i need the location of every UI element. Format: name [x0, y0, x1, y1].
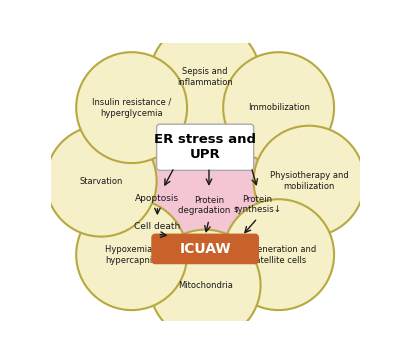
Circle shape — [150, 230, 261, 340]
Text: Hypoxemia /
hypercapnia: Hypoxemia / hypercapnia — [105, 245, 158, 265]
Text: Immobilization: Immobilization — [248, 103, 310, 112]
Text: Cell death: Cell death — [134, 222, 180, 231]
Circle shape — [223, 199, 334, 310]
Text: Starvation: Starvation — [79, 177, 123, 186]
Text: Protein
synthesis↓: Protein synthesis↓ — [233, 195, 282, 214]
FancyBboxPatch shape — [152, 234, 258, 264]
Text: Regeneration and
satellite cells: Regeneration and satellite cells — [241, 245, 316, 265]
Circle shape — [76, 199, 187, 310]
Text: Insulin resistance /
hyperglycemia: Insulin resistance / hyperglycemia — [92, 97, 171, 118]
Circle shape — [254, 126, 365, 236]
Text: Sepsis and
inflammation: Sepsis and inflammation — [177, 67, 233, 87]
Circle shape — [46, 126, 157, 236]
Text: ICUAW: ICUAW — [179, 242, 231, 256]
Circle shape — [128, 104, 282, 258]
Circle shape — [150, 22, 261, 132]
FancyBboxPatch shape — [157, 124, 254, 170]
Text: Mitochondria: Mitochondria — [178, 280, 233, 290]
Circle shape — [223, 52, 334, 163]
Text: Physiotherapy and
mobilization: Physiotherapy and mobilization — [270, 171, 348, 191]
Text: Apoptosis: Apoptosis — [135, 193, 180, 203]
Text: ER stress and
UPR: ER stress and UPR — [154, 133, 256, 161]
Text: Protein
degradation ↑: Protein degradation ↑ — [178, 196, 240, 216]
Circle shape — [76, 52, 187, 163]
